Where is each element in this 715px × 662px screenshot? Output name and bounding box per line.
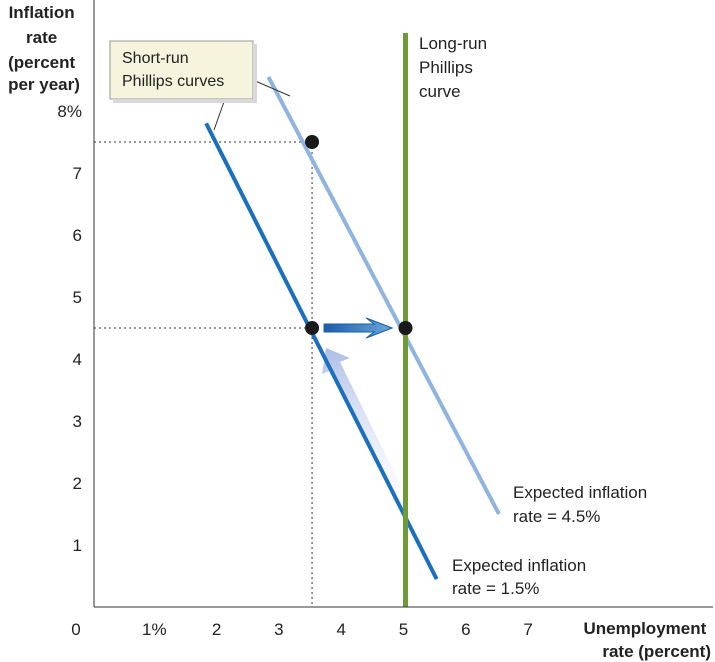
y-axis-label-line: Inflation (9, 3, 75, 22)
y-tick-label: 1 (73, 536, 82, 555)
y-tick-labels: 1 2 3 4 5 6 7 8% (57, 102, 82, 555)
callout-leader-line (252, 79, 291, 97)
callout-text-line: Phillips curves (122, 73, 224, 90)
y-tick-label: 2 (73, 474, 82, 493)
series-label-line: Phillips (419, 58, 473, 77)
callout-text: Short-run Phillips curves (122, 50, 224, 90)
series-line (266, 75, 501, 515)
series-line (204, 122, 439, 581)
series-label: Expected inflation rate = 4.5% (513, 483, 647, 526)
x-tick-label: 5 (399, 620, 408, 639)
x-tick-label: 3 (274, 620, 283, 639)
y-tick-label: 8% (57, 102, 82, 121)
y-tick-label: 7 (73, 164, 82, 183)
y-tick-label: 3 (73, 412, 82, 431)
x-tick-label: 4 (336, 620, 345, 639)
equilibrium-points (305, 135, 413, 335)
x-axis-label-line: rate (percent) (602, 642, 711, 661)
series-label-line: Expected inflation (452, 556, 586, 575)
y-tick-label: 5 (73, 288, 82, 307)
y-tick-label: 6 (73, 226, 82, 245)
callout-box (109, 40, 254, 100)
series-label-line: rate = 4.5% (513, 507, 600, 526)
series-label-line: Expected inflation (513, 483, 647, 502)
y-axis-label-line: (percent (8, 53, 75, 72)
x-tick-label: 2 (212, 620, 221, 639)
movement-along-curve-arrow (322, 348, 402, 492)
data-point (398, 321, 413, 335)
series-label: Long-run Phillips curve (419, 34, 487, 101)
y-axis-label-line: per year) (8, 75, 80, 94)
y-tick-label: 4 (73, 350, 82, 369)
series-label-line: rate = 1.5% (452, 579, 539, 598)
series-labels: Expected inflation rate = 1.5%Expected in… (419, 34, 647, 598)
up-arrow-shape (322, 348, 402, 492)
shift-arrow (323, 317, 394, 339)
series-label-line: Long-run (419, 34, 487, 53)
data-point (305, 321, 320, 335)
x-axis-label-line: Unemployment (583, 619, 706, 638)
y-axis-label: Inflation rate (percent per year) (8, 3, 80, 94)
x-tick-label: 7 (523, 620, 532, 639)
x-tick-labels: 0 1% 2 3 4 5 6 7 (71, 620, 533, 639)
short-run-callout: Short-run Phillips curves (109, 40, 291, 131)
callout-text-line: Short-run (122, 50, 189, 67)
x-tick-label: 6 (461, 620, 470, 639)
callout-shadow (253, 44, 257, 102)
x-tick-label: 1% (142, 620, 167, 639)
callout-leader-line (213, 98, 226, 131)
callout-shadow (113, 99, 257, 103)
data-point (305, 135, 320, 149)
series-label: Expected inflation rate = 1.5% (452, 556, 586, 598)
series-label-line: curve (419, 82, 461, 101)
series-lines (204, 33, 501, 607)
x-axis-label: Unemployment rate (percent) (583, 619, 711, 661)
y-axis-label-line: rate (26, 28, 57, 47)
dotted-guides (94, 141, 313, 607)
shift-arrow-shape (323, 317, 394, 339)
x-tick-label: 0 (71, 620, 80, 639)
